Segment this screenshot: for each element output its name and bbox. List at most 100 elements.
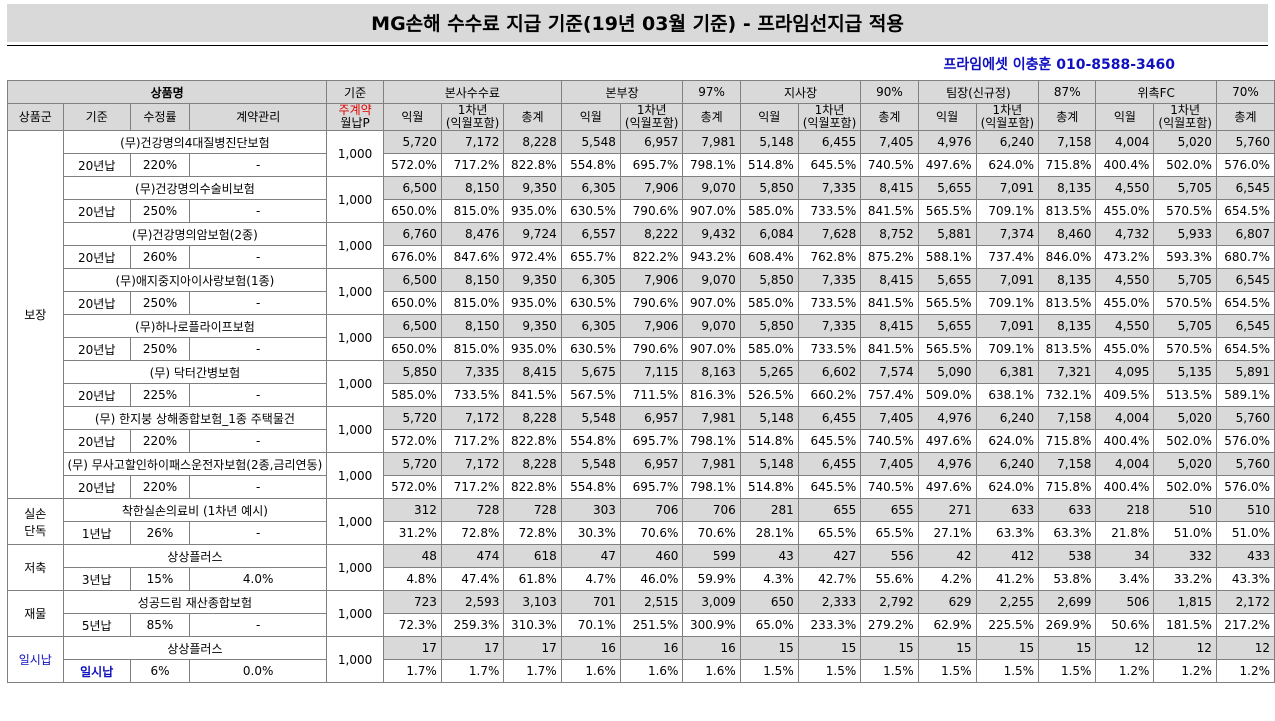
amount-cell: 303 [560,498,621,522]
pct-cell: 53.8% [1038,567,1097,591]
header-contract: 계약관리 [189,103,328,131]
amount-cell: 538 [1038,544,1097,568]
contract-cell: - [189,613,328,637]
header-team: 팀장(신규정) [917,80,1040,104]
header-row-2: 상품군 기준 수정률 계약관리 주계약 월납P 익월 1차년 (익월포함) 총계 익월 1차… [7,103,1275,131]
amount-cell: 9,350 [503,268,562,292]
pct-cell: 709.1% [975,337,1040,361]
product-row: 저축 상상플러스 1,000 48 474 618 47 460 599 43 427 556 42 41… [7,544,1275,591]
pct-cell: 593.3% [1153,245,1217,269]
amount-cell: 6,305 [560,176,621,200]
premium-cell: 1,000 [326,130,384,177]
header-month: 익월 [1095,103,1155,131]
header-year1-line2: (익월포함) [980,116,1035,130]
pct-cell: 907.0% [682,337,741,361]
amount-cell: 9,070 [682,314,741,338]
pct-cell: 935.0% [503,199,562,223]
amount-cell: 8,415 [860,176,919,200]
header-year1-line1: 1차년 [457,103,488,117]
amount-cell: 629 [917,590,977,614]
header-month: 익월 [560,103,621,131]
pct-cell: 51.0% [1215,521,1275,545]
contract-cell: - [189,153,328,177]
amount-cell: 5,135 [1153,360,1217,384]
pct-cell: 59.9% [682,567,741,591]
pct-cell: 907.0% [682,291,741,315]
amount-cell: 4,550 [1095,314,1155,338]
pct-cell: 225.5% [975,613,1040,637]
premium-cell: 1,000 [326,176,384,223]
standard-cell: 20년납 [62,291,131,315]
header-year1: 1차년 (익월포함) [797,103,862,131]
pct-cell: 813.5% [1038,199,1097,223]
amount-cell: 7,574 [860,360,919,384]
pct-cell: 251.5% [619,613,684,637]
product-pct-row: 20년납 225% - 585.0% 733.5% 841.5% 567.5% 711.5% 8… [8,383,1275,407]
header-year1-line1: 1차년 [1170,103,1201,117]
group-cell: 보장 [7,130,64,499]
pct-cell: 65.5% [860,521,919,545]
header-year1-line1: 1차년 [992,103,1023,117]
amount-cell: 6,500 [382,268,442,292]
amount-cell: 6,557 [560,222,621,246]
amount-cell: 5,020 [1153,130,1217,154]
amount-cell: 8,752 [860,222,919,246]
amount-cell: 15 [975,636,1040,660]
pct-cell: 875.2% [860,245,919,269]
amount-cell: 6,455 [797,406,862,430]
commission-table: 상품명 기준 본사수수료 본부장 97% 지사장 90% 팀장(신규정) 87%… [6,80,1275,683]
pct-cell: 638.1% [975,383,1040,407]
amount-cell: 6,240 [975,130,1040,154]
amount-cell: 5,850 [382,360,442,384]
pct-cell: 733.5% [797,337,862,361]
product-name: (무)건강명의암보험(2종) [62,222,328,246]
pct-cell: 497.6% [917,429,977,453]
header-rate: 수정률 [129,103,191,131]
amount-cell: 9,070 [682,176,741,200]
amount-cell: 6,455 [797,130,862,154]
pct-cell: 715.8% [1038,475,1097,499]
pct-cell: 680.7% [1215,245,1275,269]
amount-cell: 5,850 [739,176,799,200]
amount-cell: 8,222 [619,222,684,246]
amount-cell: 7,374 [975,222,1040,246]
header-fc: 위촉FC [1095,80,1217,104]
amount-cell: 7,906 [619,176,684,200]
product-pct-row: 20년납 220% -572.0% 717.2% 822.8% 554.8% 695.7% 7… [8,153,1275,177]
amount-cell: 5,655 [917,314,977,338]
product-name: (무)건강명의4대질병진단보험 [62,130,328,154]
pct-cell: 570.5% [1153,337,1217,361]
amount-cell: 8,228 [503,130,562,154]
pct-cell: 733.5% [440,383,505,407]
pct-cell: 217.2% [1215,613,1275,637]
product-name: (무) 한지붕 상해종합보험_1종 주택물건 [62,406,328,430]
pct-cell: 3.4% [1095,567,1155,591]
premium-cell: 1,000 [326,314,384,361]
product-name: (무)건강명의수술비보험 [62,176,328,200]
pct-cell: 589.1% [1215,383,1275,407]
standard-cell: 1년납 [62,521,131,545]
pct-cell: 502.0% [1153,475,1217,499]
product-row: (무) 닥터간병보험 1,000 5,850 7,335 8,415 5,675 7,115… [8,360,1275,407]
pct-cell: 27.1% [917,521,977,545]
amount-cell: 2,515 [619,590,684,614]
header-total: 총계 [1215,103,1275,131]
pct-cell: 70.1% [560,613,621,637]
pct-cell: 740.5% [860,475,919,499]
amount-cell: 7,091 [975,314,1040,338]
amount-cell: 5,705 [1153,176,1217,200]
rate-cell: 220% [129,475,191,499]
pct-cell: 269.9% [1038,613,1097,637]
pct-cell: 576.0% [1215,475,1275,499]
standard-cell: 일시납 [62,659,131,683]
amount-cell: 8,150 [440,176,505,200]
standard-cell: 20년납 [62,475,131,499]
rate-cell: 250% [129,337,191,361]
pct-cell: 1.2% [1095,659,1155,683]
product-row: 보장 (무)건강명의4대질병진단보험 1,000 5,720 7,172 8,228 5,5… [7,130,1275,499]
contract-cell: - [189,429,328,453]
amount-cell: 2,699 [1038,590,1097,614]
pct-cell: 822.8% [503,429,562,453]
pct-cell: 585.0% [382,383,442,407]
amount-cell: 2,333 [797,590,862,614]
